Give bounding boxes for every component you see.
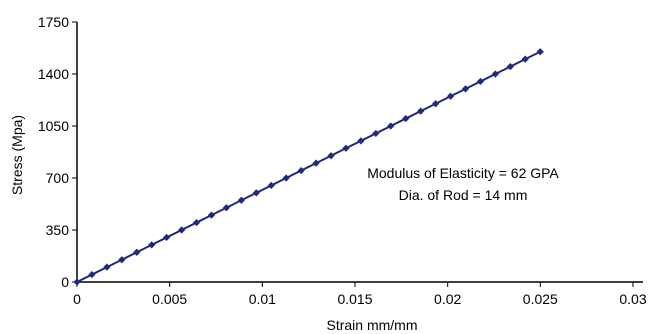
data-point <box>207 211 216 219</box>
y-tick-label: 350 <box>46 222 70 238</box>
annotation-modulus: Modulus of Elasticity = 62 GPA <box>367 165 559 181</box>
data-point <box>506 62 514 71</box>
data-point <box>372 129 380 138</box>
data-point <box>148 241 156 249</box>
series-markers <box>73 48 544 286</box>
data-point <box>387 122 395 130</box>
data-point <box>88 270 96 279</box>
data-point <box>476 77 485 86</box>
plot-area: 0 0.005 0.01 0.015 0.02 0.025 0.03 0 350 700 1050… <box>38 14 647 307</box>
x-tick-label: 0.025 <box>523 291 558 307</box>
data-point <box>357 137 365 145</box>
annotation-diameter: Dia. of Rod = 14 mm <box>399 187 528 203</box>
data-point <box>178 226 186 234</box>
x-tick-label: 0.03 <box>619 291 646 307</box>
data-point <box>118 256 126 264</box>
data-point <box>267 181 275 190</box>
data-point <box>491 70 499 78</box>
data-point <box>282 174 290 182</box>
y-tick-label: 1750 <box>38 14 69 30</box>
x-tick-label: 0 <box>73 291 81 307</box>
data-point <box>342 144 350 152</box>
data-point <box>417 107 425 115</box>
x-tick-label: 0.01 <box>249 291 276 307</box>
data-point <box>402 114 410 123</box>
data-point <box>237 196 245 204</box>
y-ticks: 0 350 700 1050 1400 1750 <box>38 14 77 290</box>
data-point <box>103 263 111 271</box>
data-point <box>163 233 171 242</box>
series-line <box>76 50 541 283</box>
data-point <box>432 100 440 108</box>
x-tick-label: 0.015 <box>337 291 372 307</box>
data-point <box>521 55 529 63</box>
data-point <box>297 166 305 175</box>
x-tick-label: 0.005 <box>152 291 187 307</box>
y-axis-title: Stress (Mpa) <box>9 115 25 195</box>
data-point <box>133 248 141 256</box>
x-axis-title: Strain mm/mm <box>327 317 418 333</box>
data-point <box>327 152 335 160</box>
y-tick-label: 1050 <box>38 118 69 134</box>
data-point <box>536 48 544 56</box>
data-point <box>312 159 320 167</box>
y-tick-label: 1400 <box>38 66 69 82</box>
data-point <box>252 189 260 197</box>
x-ticks: 0 0.005 0.01 0.015 0.02 0.025 0.03 <box>73 282 647 307</box>
data-point <box>461 85 470 93</box>
data-point <box>446 92 455 100</box>
data-point <box>73 278 81 286</box>
y-tick-label: 700 <box>46 170 70 186</box>
x-tick-label: 0.02 <box>434 291 461 307</box>
data-point <box>192 218 201 227</box>
data-point <box>222 204 231 212</box>
y-tick-label: 0 <box>61 274 69 290</box>
